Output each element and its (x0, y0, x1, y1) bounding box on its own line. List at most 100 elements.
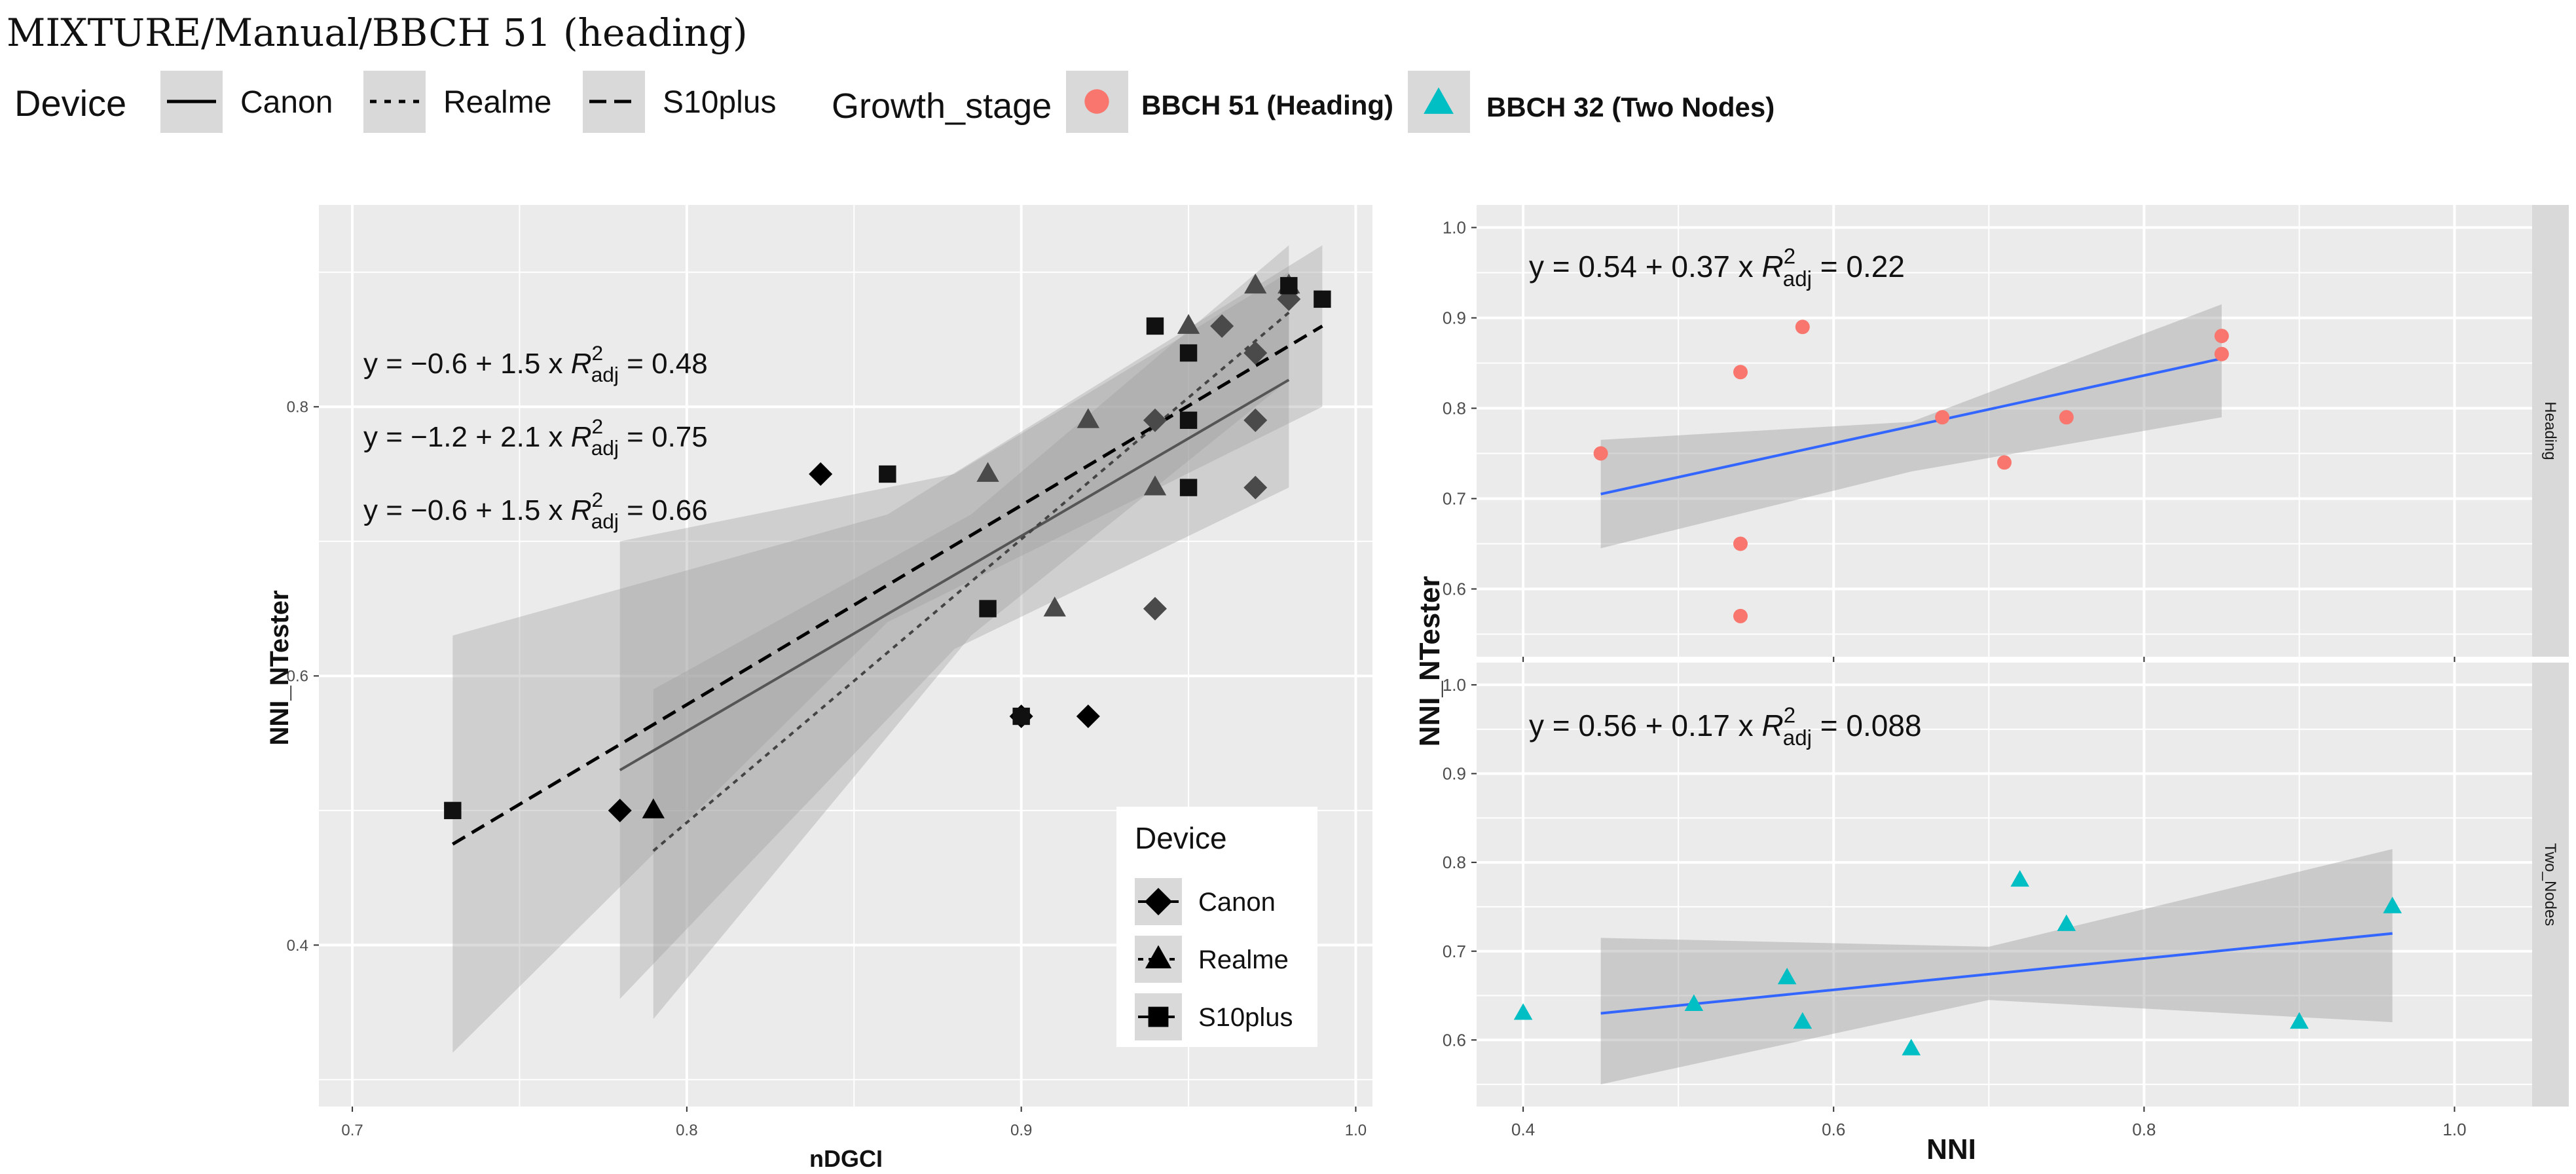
data-point (2214, 329, 2229, 344)
fit-line-realme (652, 311, 1290, 853)
facet-strip-label: Heading (2541, 401, 2559, 460)
data-point-s10plus (1179, 344, 1198, 362)
y-tick-label: 0.8 (1443, 853, 1466, 872)
regression-label-2-r: R (571, 421, 592, 453)
fit-line (1600, 932, 2393, 1015)
data-point-canon (1143, 596, 1167, 621)
figure-title: MIXTURE/Manual/BBCH 51 (heading) (7, 10, 748, 55)
x-tick-label: 0.4 (1511, 1120, 1535, 1139)
data-point-canon (1143, 408, 1167, 432)
data-point-realme (1076, 408, 1099, 428)
data-point-canon (1210, 314, 1234, 338)
regression-label: y = 0.54 + 0.37 x R2 adj = 0.22 (1529, 244, 1905, 291)
x-tick-label: 0.9 (1010, 1122, 1032, 1139)
data-point-realme (1177, 314, 1200, 334)
x-tick-label: 0.8 (2132, 1120, 2156, 1139)
data-point-s10plus (1179, 411, 1198, 430)
y-tick-label: 1.0 (1443, 675, 1466, 695)
top-legend: Device Canon Realme S10plus Growth_stage BBCH… (14, 71, 1775, 133)
data-point (2059, 410, 2074, 425)
panel-background (1477, 205, 2532, 657)
x-tick-label: 1.0 (1345, 1122, 1367, 1139)
data-point (1902, 1038, 1921, 1055)
device-legend-key-triangle (1145, 945, 1172, 968)
device-legend: Device Canon Realme S10plus (1116, 807, 1317, 1047)
regression-label-3-sup: 2 (592, 488, 604, 511)
y-tick-label: 0.8 (287, 399, 308, 416)
panel-background (1477, 663, 2532, 1107)
top-legend-device-canon: Canon (240, 85, 333, 120)
data-point-s10plus (979, 600, 997, 617)
data-point-s10plus (1314, 290, 1331, 308)
regression-label-1-eq: y = −0.6 + 1.5 x (363, 348, 571, 380)
regression-label-3-value: = 0.66 (619, 494, 708, 526)
data-point (2214, 346, 2229, 361)
x-tick-label: 0.7 (341, 1122, 363, 1139)
right-top-chart: 0.6 0.7 0.8 0.9 1.0 y = 0.54 + 0.37 x R2 adj =… (1443, 205, 2569, 662)
regression-label-1-sup: 2 (592, 341, 604, 365)
device-legend-title: Device (1135, 821, 1227, 855)
top-legend-device-realme: Realme (443, 85, 551, 120)
regression-label-2-value: = 0.75 (619, 421, 708, 453)
right-bottom-chart: 0.4 0.6 0.8 1.0 0.6 0.7 0.8 0.9 1.0 y = 0.56 + 0.… (1443, 663, 2569, 1139)
x-tick-label: 1.0 (2442, 1120, 2466, 1139)
data-point (2010, 870, 2030, 887)
regression-label-value: = 0.22 (1812, 249, 1905, 284)
data-point-s10plus (1012, 707, 1030, 725)
device-legend-heading: Device (14, 83, 126, 124)
fit-line (1600, 357, 2222, 496)
growth-stage-label-two-nodes: BBCH 32 (Two Nodes) (1486, 92, 1775, 122)
regression-label-value: = 0.088 (1812, 708, 1922, 743)
data-point-canon (1076, 704, 1100, 728)
y-tick-label: 0.4 (287, 937, 308, 955)
regression-label-eq: y = 0.56 + 0.17 x (1529, 708, 1761, 743)
left-x-axis-title: nDGCI (809, 1145, 883, 1172)
facet-strip-label: Two_Nodes (2541, 843, 2559, 926)
regression-label-2-sup: 2 (592, 414, 604, 438)
growth-stage-legend-heading: Growth_stage (832, 86, 1052, 126)
data-point (1733, 536, 1748, 551)
right-x-axis-title: NNI (1926, 1133, 1976, 1165)
facet-strip (2532, 663, 2569, 1107)
data-point-s10plus (444, 801, 462, 820)
regression-label: y = 0.56 + 0.17 x R2 adj = 0.088 (1529, 703, 1922, 750)
data-point-s10plus (1146, 317, 1164, 335)
data-point-canon (608, 798, 632, 822)
growth-stage-label-heading: BBCH 51 (Heading) (1141, 90, 1393, 120)
regression-label-3: y = −0.6 + 1.5 x R2 adj = 0.66 (363, 488, 708, 533)
regression-label-3-r: R (571, 494, 592, 526)
data-point-canon (1243, 408, 1268, 432)
x-tick-label: 0.8 (676, 1122, 697, 1139)
y-tick-label: 0.6 (287, 668, 308, 686)
top-legend-device-s10plus: S10plus (663, 85, 776, 120)
two-nodes-triangle-icon (1424, 87, 1454, 114)
x-tick-label: 0.6 (1822, 1120, 1845, 1139)
regression-label-3-sub: adj (591, 509, 619, 533)
device-legend-label-realme: Realme (1198, 945, 1289, 974)
data-point (2057, 914, 2076, 931)
fit-line-s10plus (452, 324, 1323, 846)
facet-strip (2532, 205, 2569, 657)
data-point (2290, 1012, 2309, 1029)
data-point-realme (642, 798, 665, 818)
regression-label-sup: 2 (1784, 244, 1795, 268)
y-tick-label: 1.0 (1443, 218, 1466, 238)
regression-label-1-r: R (571, 348, 592, 380)
data-point (1593, 446, 1608, 461)
regression-label-2-sub: adj (591, 436, 619, 460)
data-point (1795, 320, 1810, 335)
regression-label-2-eq: y = −1.2 + 2.1 x (363, 421, 571, 453)
device-legend-label-canon: Canon (1198, 888, 1276, 917)
data-point (1513, 1003, 1533, 1020)
y-tick-label: 0.9 (1443, 764, 1466, 784)
regression-label-2: y = −1.2 + 2.1 x R2 adj = 0.75 (363, 414, 708, 460)
y-tick-label: 0.6 (1443, 579, 1466, 599)
device-legend-label-s10plus: S10plus (1198, 1003, 1293, 1032)
data-point (1733, 608, 1748, 623)
regression-label-sub: adj (1783, 726, 1812, 750)
regression-label-3-eq: y = −0.6 + 1.5 x (363, 494, 571, 526)
data-point (1997, 455, 2012, 470)
regression-label-1-value: = 0.48 (619, 348, 708, 380)
regression-label-eq: y = 0.54 + 0.37 x (1529, 249, 1761, 284)
